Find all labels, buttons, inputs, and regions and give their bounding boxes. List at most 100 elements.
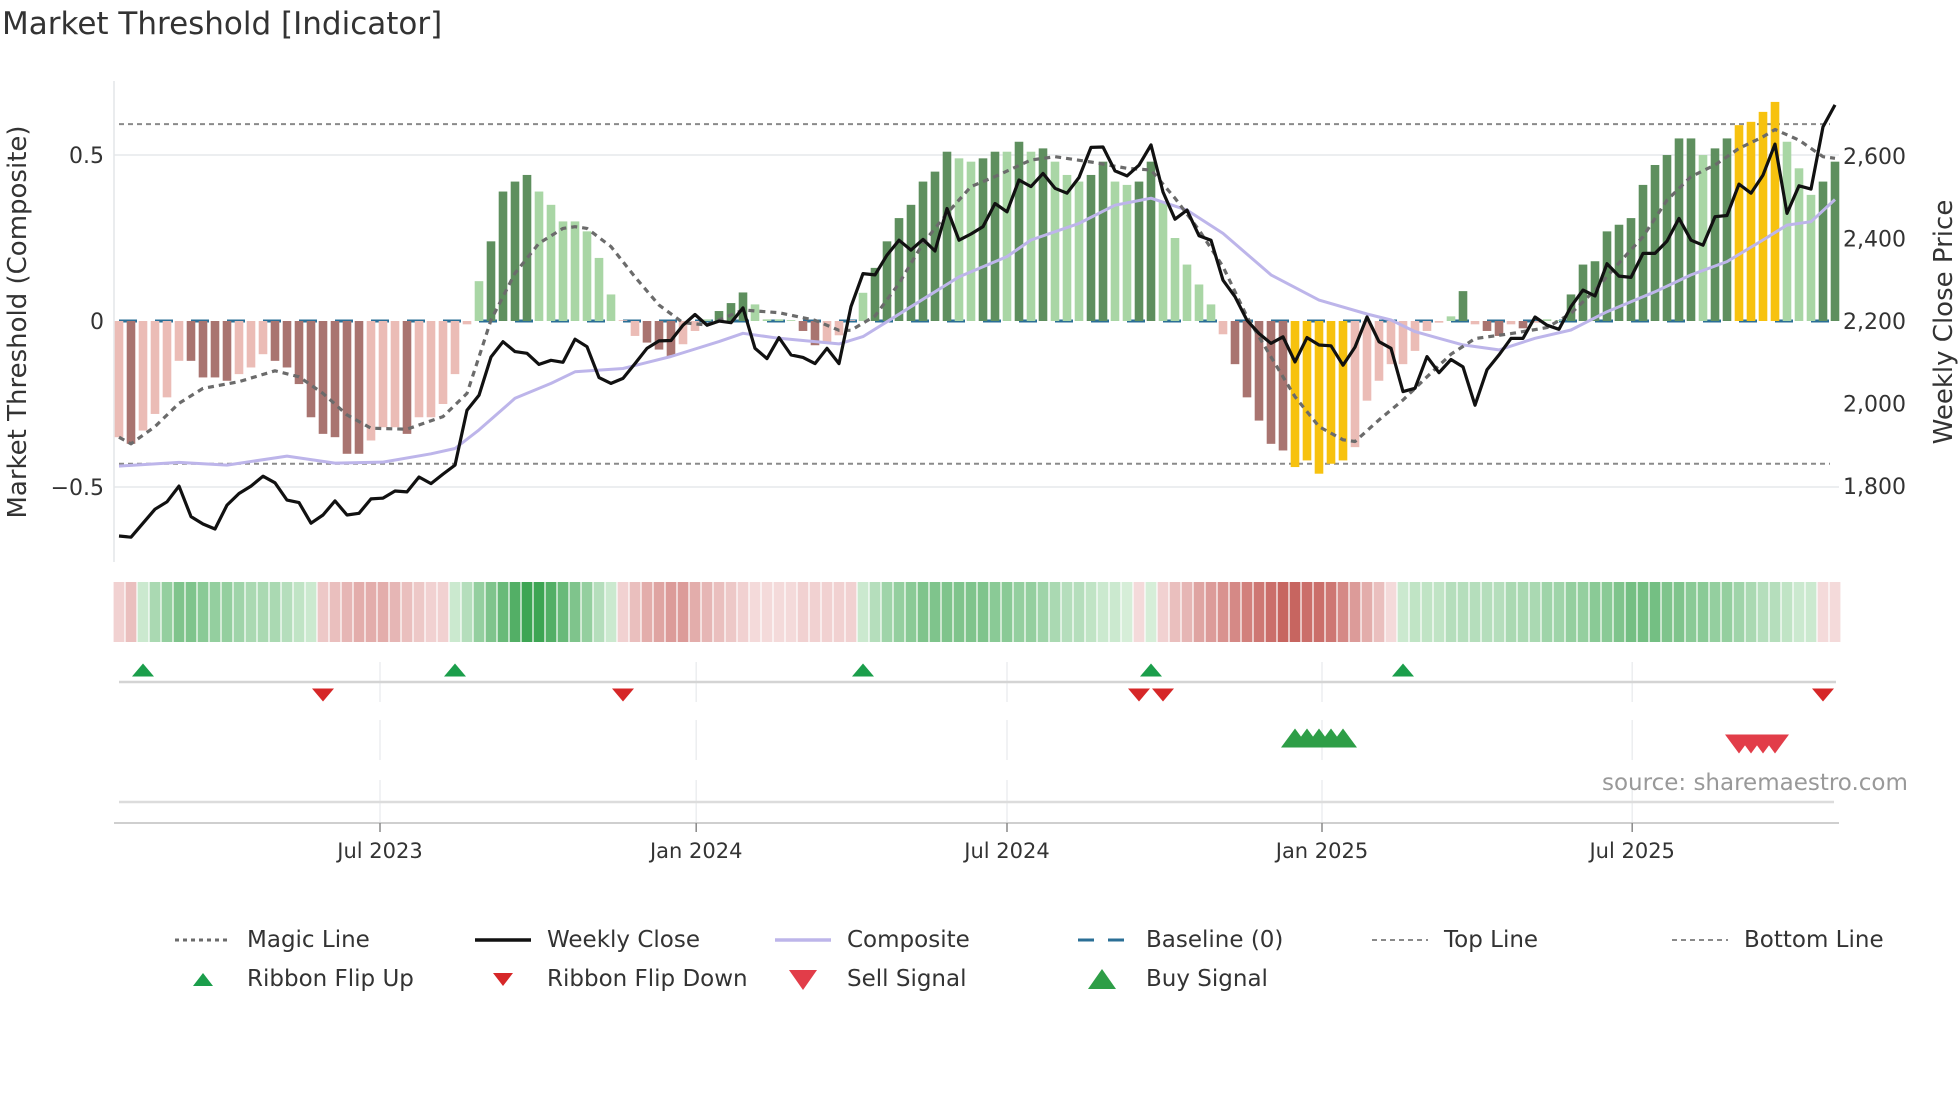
ribbon-cell <box>1781 582 1793 642</box>
composite-bar <box>1710 148 1720 322</box>
ribbon-cell <box>1733 582 1745 642</box>
ribbon-cell <box>701 582 713 642</box>
composite-bar <box>150 321 160 414</box>
ribbon-cell <box>1829 582 1841 642</box>
composite-bar <box>534 191 544 322</box>
composite-bar <box>1674 138 1684 322</box>
ribbon-cell <box>449 582 461 642</box>
composite-bar <box>1122 184 1132 322</box>
composite-bar <box>1350 321 1360 448</box>
series-lines <box>118 104 1837 539</box>
ribbon-cell <box>137 582 149 642</box>
composite-bar <box>114 321 124 438</box>
ribbon-cell <box>965 582 977 642</box>
dashed-gray-line-icon <box>1372 939 1428 941</box>
y-tick-label-left: −0.5 <box>51 476 104 501</box>
composite-bar <box>1590 261 1600 322</box>
gridlines <box>113 81 1839 823</box>
composite-bar <box>126 321 136 444</box>
buy-signal-marker <box>1329 728 1357 748</box>
composite-bar <box>702 319 712 322</box>
legend-label: Weekly Close <box>547 927 700 953</box>
legend-item-sell-signal: Sell Signal <box>773 964 967 994</box>
composite-bar <box>1398 321 1408 365</box>
composite-bar <box>342 321 352 454</box>
composite-bar <box>402 321 412 434</box>
composite-bar <box>1134 181 1144 322</box>
composite-bar <box>774 319 784 322</box>
ribbon-cell <box>1349 582 1361 642</box>
ribbon-cell <box>1133 582 1145 642</box>
composite-bar <box>1110 181 1120 322</box>
ribbon-flip-up-marker <box>132 663 154 677</box>
composite-bar <box>1086 174 1096 322</box>
composite-bar <box>1770 101 1780 322</box>
y-tick-label-left: 0.5 <box>69 144 104 169</box>
legend-item-ribbon-flip-up: Ribbon Flip Up <box>173 964 414 994</box>
composite-bar <box>510 181 520 322</box>
composite-bar <box>1470 321 1480 325</box>
ribbon-cell <box>1205 582 1217 642</box>
ribbon-cell <box>1625 582 1637 642</box>
solid-black-line-icon <box>475 938 531 942</box>
composite-bar <box>486 241 496 322</box>
ribbon-cell <box>569 582 581 642</box>
ribbon-cell <box>677 582 689 642</box>
ribbon-cell <box>1637 582 1649 642</box>
ribbon-cell <box>377 582 389 642</box>
ribbon-cell <box>1421 582 1433 642</box>
composite-bar <box>606 294 616 322</box>
ribbon-cell <box>785 582 797 642</box>
composite-bar <box>846 320 856 322</box>
ribbon-cell <box>1001 582 1013 642</box>
ribbon-cell <box>1685 582 1697 642</box>
composite-bar <box>894 218 904 322</box>
ribbon-cell <box>425 582 437 642</box>
composite-bar <box>822 321 832 343</box>
ribbon-cell <box>1013 582 1025 642</box>
composite-bar <box>1686 138 1696 322</box>
composite-bar <box>990 151 1000 322</box>
ribbon-cell <box>401 582 413 642</box>
ribbon-cell <box>665 582 677 642</box>
composite-bar <box>714 311 724 322</box>
ribbon-cell <box>1505 582 1517 642</box>
composite-bar <box>966 161 976 322</box>
composite-bar <box>834 321 844 336</box>
ribbon-cell <box>1697 582 1709 642</box>
ribbon-cell <box>869 582 881 642</box>
ribbon-cell <box>341 582 353 642</box>
ribbon-cell <box>521 582 533 642</box>
composite-bar <box>654 321 664 350</box>
magic-line <box>118 127 1836 446</box>
ribbon-cell <box>1121 582 1133 642</box>
composite-bar <box>1542 319 1552 322</box>
composite-bar <box>798 321 808 331</box>
composite-bar <box>1014 141 1024 322</box>
ribbon-cell <box>413 582 425 642</box>
composite-bar <box>762 319 772 322</box>
composite-bar <box>1650 164 1660 322</box>
composite-bar <box>306 321 316 418</box>
composite-bar <box>1746 121 1756 322</box>
composite-bar <box>522 174 532 322</box>
ribbon-cell <box>1409 582 1421 642</box>
triangle-down-small-icon <box>493 973 513 986</box>
ribbon-cell <box>1229 582 1241 642</box>
composite-bar <box>1206 304 1216 322</box>
composite-bar <box>426 321 436 418</box>
ribbon-cell <box>1193 582 1205 642</box>
composite-bar <box>1218 321 1228 335</box>
composite-bar <box>1074 181 1084 322</box>
ribbon-cell <box>1073 582 1085 642</box>
composite-bar <box>474 281 484 322</box>
composite-bar <box>1026 151 1036 322</box>
ribbon-cell <box>173 582 185 642</box>
ribbon-flip-up-marker <box>1392 663 1414 677</box>
ribbon-cell <box>269 582 281 642</box>
ribbon-cell <box>1673 582 1685 642</box>
ribbon-cell <box>1601 582 1613 642</box>
ribbon-cell <box>1337 582 1349 642</box>
composite-bar <box>498 191 508 322</box>
